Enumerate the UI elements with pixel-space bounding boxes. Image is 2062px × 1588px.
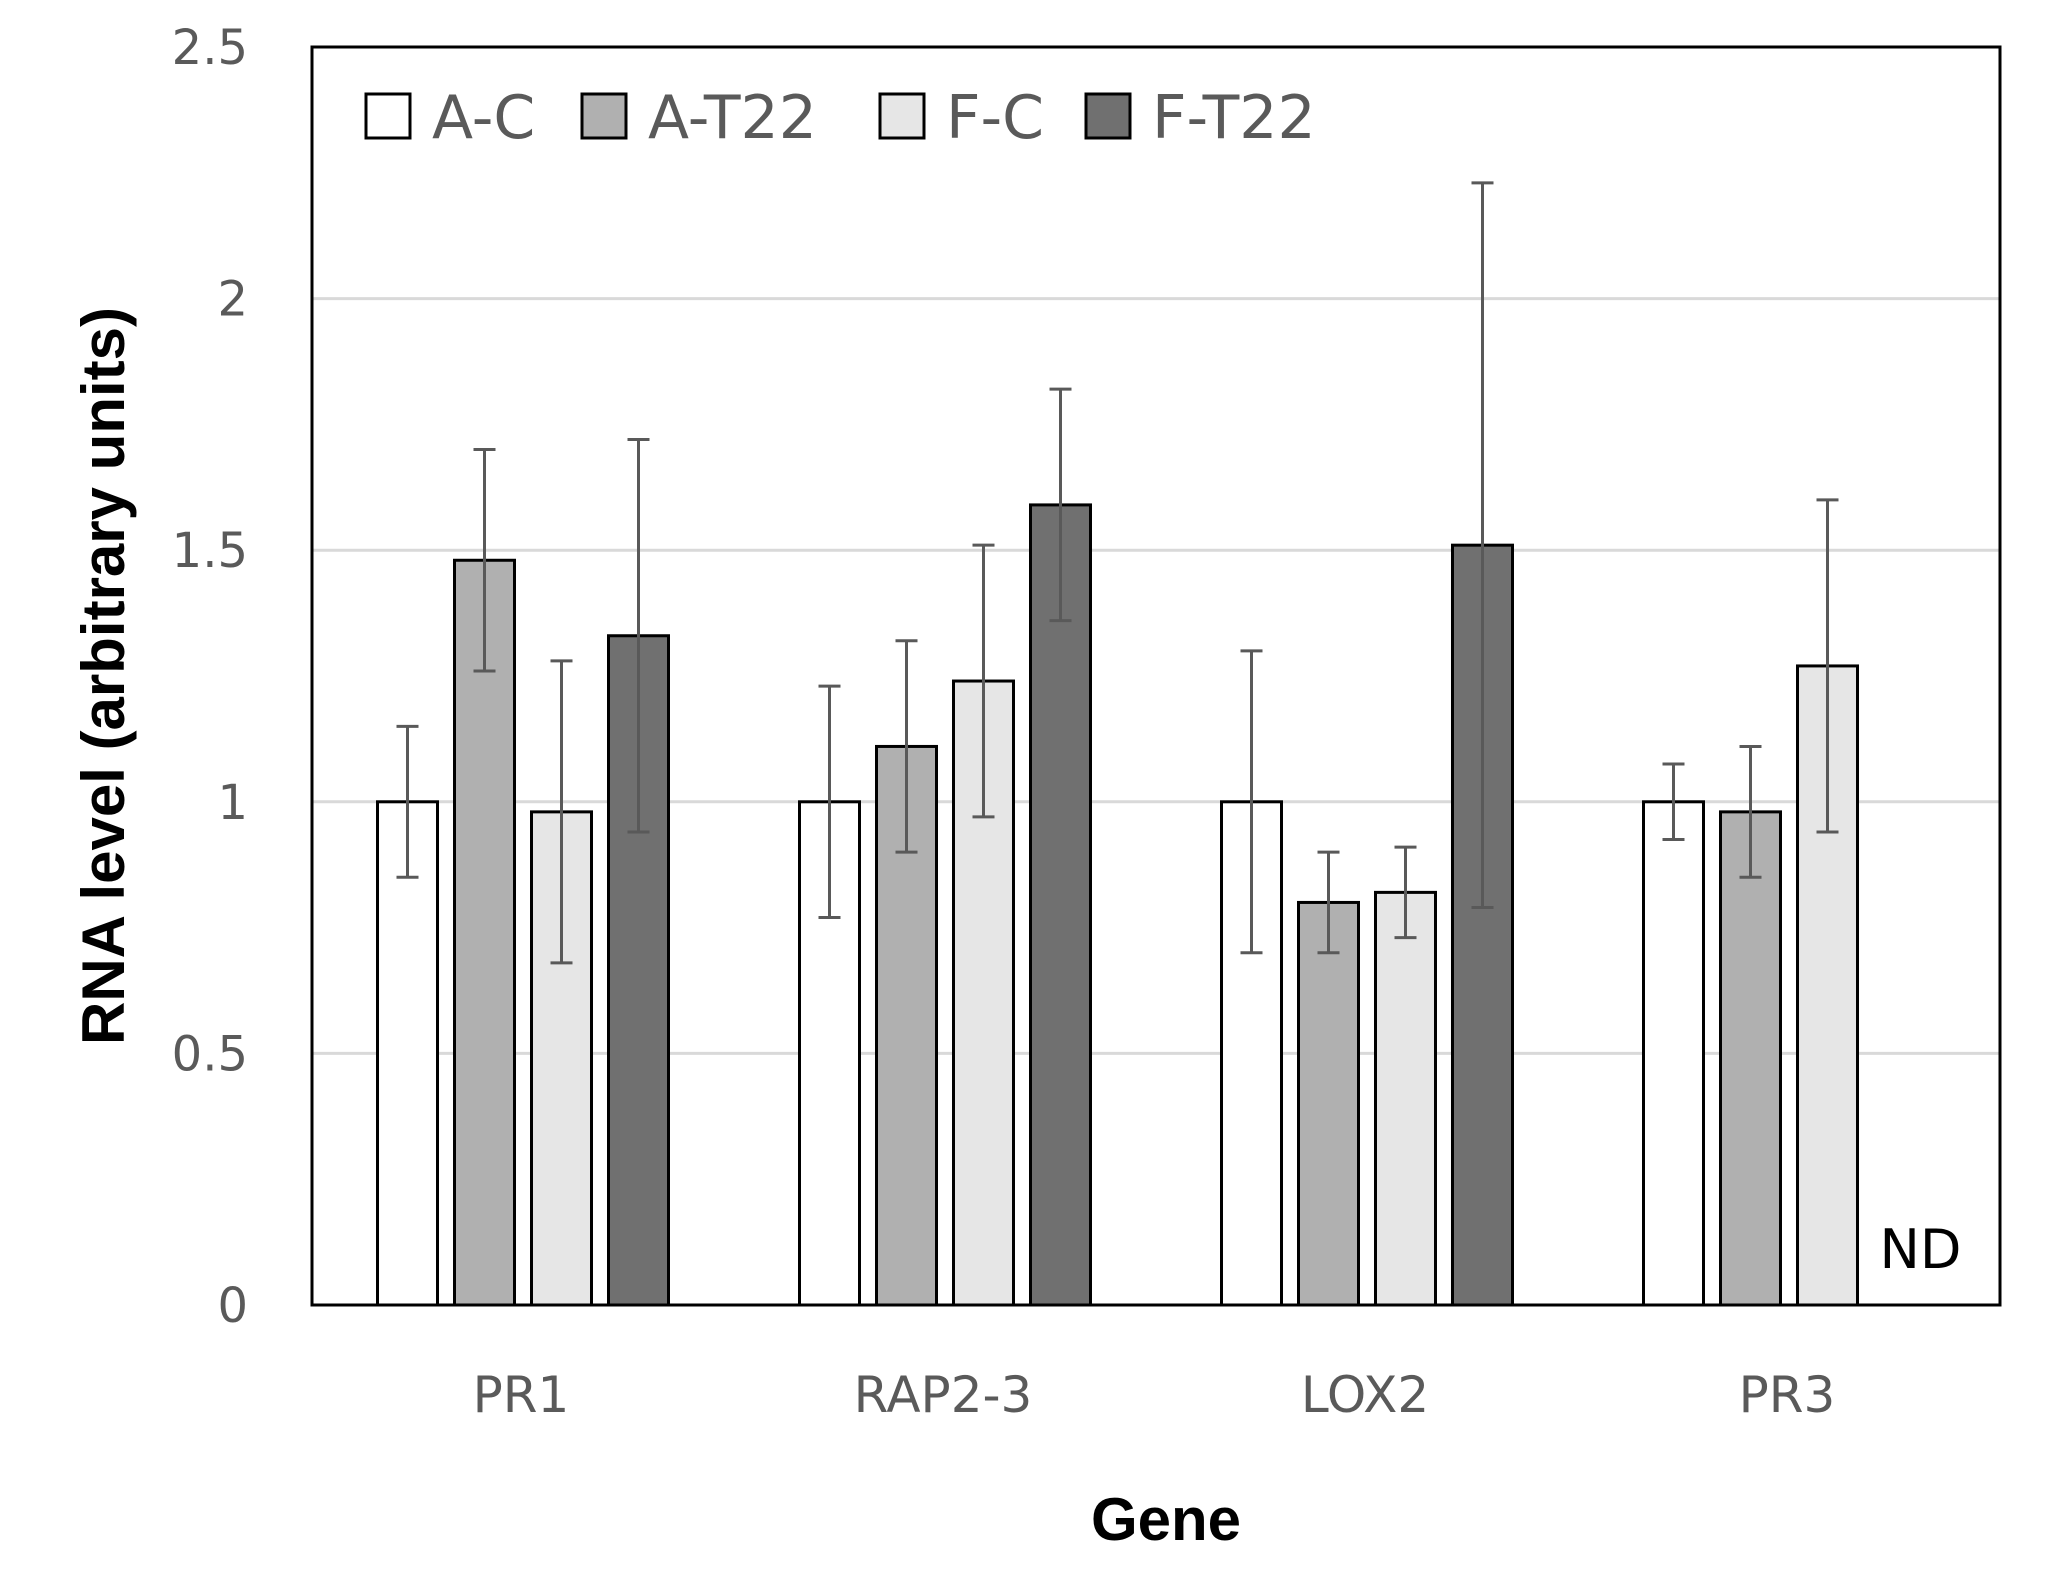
legend-label: F-T22 [1152,83,1316,153]
bar [376,800,439,1307]
y-tick-label: 2 [217,272,248,328]
legend-label: A-C [432,83,535,153]
bars [376,503,1859,1307]
y-tick-label: 0 [217,1278,248,1334]
legend-swatch [1084,92,1132,140]
legend: A-C A-T22 F-C F-T22 [364,83,1316,153]
plot-frame [310,45,2002,1307]
legend-swatch [878,92,926,140]
x-category-labels: PR1 RAP2-3 LOX2 PR3 [473,1366,1836,1424]
y-axis-title: RNA level (arbitrary units) [70,307,137,1045]
gridlines [312,297,2000,1055]
bar [1719,810,1782,1307]
x-tick-label: RAP2-3 [854,1366,1033,1424]
bar [1297,900,1360,1307]
bar [1029,503,1092,1307]
legend-label: F-C [946,83,1044,153]
legend-swatch [580,92,628,140]
legend-label: A-T22 [648,83,817,153]
bar [1642,800,1705,1307]
error-bars [396,181,1839,965]
legend-swatch [364,92,412,140]
x-tick-label: LOX2 [1301,1366,1429,1424]
bar [1374,890,1437,1307]
x-tick-label: PR3 [1739,1366,1836,1424]
y-tick-label: 2.5 [172,20,248,76]
y-tick-label: 1 [217,775,248,831]
x-axis-title: Gene [1091,1486,1241,1553]
bar [798,800,861,1307]
y-tick-label: 0.5 [172,1026,248,1082]
x-tick-label: PR1 [473,1366,570,1424]
annotation-nd: ND [1880,1218,1962,1281]
y-tick-labels: 0 0.5 1 1.5 2 2.5 [172,20,248,1334]
annotations: ND [1880,1218,1962,1281]
y-tick-label: 1.5 [172,523,248,579]
